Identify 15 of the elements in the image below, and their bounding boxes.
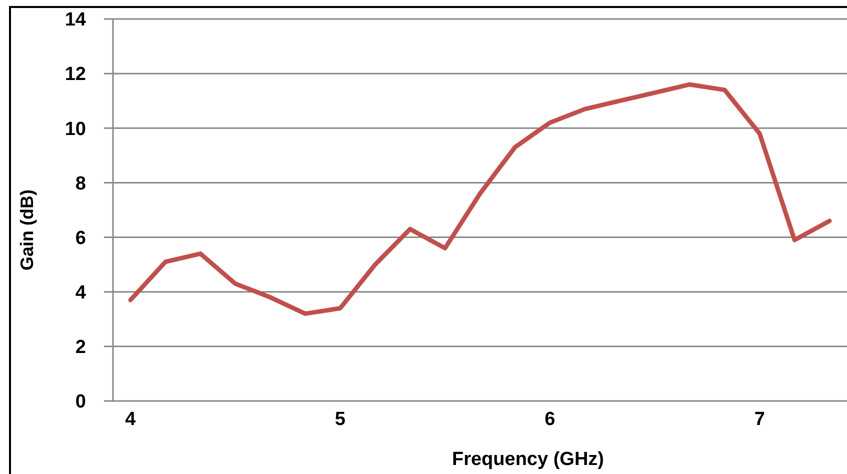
y-tick-label: 6	[75, 228, 86, 249]
x-tick-label: 5	[334, 409, 346, 430]
y-tick-label: 12	[64, 64, 86, 86]
line-series	[128, 82, 832, 316]
x-tick-label: 7	[754, 409, 765, 430]
x-tick-label: 4	[125, 409, 136, 430]
y-tick-label: 8	[75, 173, 86, 194]
y-tick-label: 0	[75, 392, 86, 413]
x-axis-title: Frequency (GHz)	[452, 449, 604, 470]
y-axis-title: Gain (dB)	[17, 190, 37, 270]
y-tick-label: 14	[64, 10, 86, 31]
x-tick-label: 6	[544, 409, 556, 430]
y-tick-label: 4	[75, 282, 86, 304]
y-tick-label: 2	[75, 337, 86, 358]
y-tick-label: 10	[64, 118, 86, 140]
